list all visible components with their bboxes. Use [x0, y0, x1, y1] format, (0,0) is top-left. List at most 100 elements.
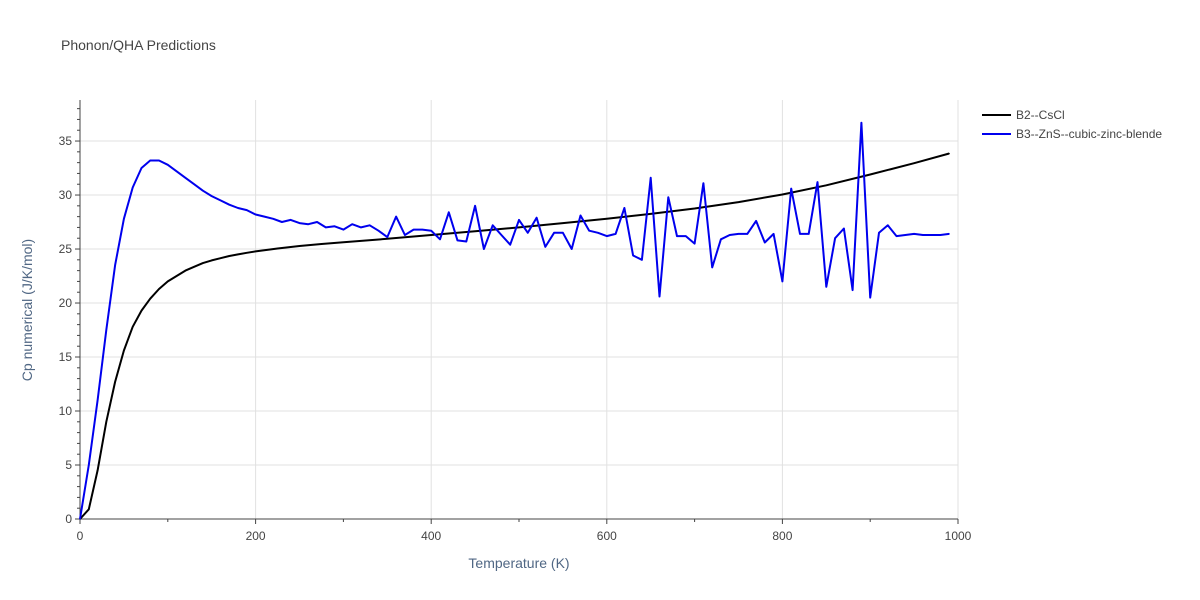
data-point-1 [702, 182, 705, 184]
data-point-0 [255, 250, 257, 252]
data-point-1 [334, 225, 336, 227]
data-point-0 [737, 201, 740, 203]
data-point-0 [948, 152, 950, 155]
data-point-1 [202, 190, 204, 192]
data-point-1 [694, 243, 696, 245]
data-point-0 [202, 262, 204, 264]
data-point-1 [149, 159, 151, 162]
data-point-1 [711, 266, 713, 268]
data-point-1 [913, 233, 915, 235]
data-point-0 [158, 288, 160, 290]
data-point-0 [474, 230, 476, 232]
data-point-1 [298, 222, 301, 224]
data-point-1 [536, 217, 538, 219]
y-tick-label: 25 [59, 242, 73, 256]
data-point-1 [316, 221, 318, 223]
data-point-1 [781, 280, 784, 282]
data-point-1 [246, 209, 248, 211]
data-point-1 [79, 518, 81, 520]
grid [80, 100, 959, 519]
data-point-0 [869, 173, 871, 176]
data-point-0 [132, 326, 134, 328]
data-point-0 [562, 222, 564, 224]
data-point-1 [588, 230, 590, 232]
data-point-1 [456, 239, 459, 241]
data-point-1 [878, 232, 880, 234]
data-point-1 [931, 234, 933, 236]
data-point-1 [922, 234, 924, 236]
data-point-0 [219, 257, 222, 259]
data-point-1 [219, 199, 222, 201]
data-point-1 [737, 233, 740, 235]
data-point-1 [193, 183, 195, 185]
x-tick-label: 1000 [945, 529, 972, 543]
data-point-0 [781, 193, 784, 196]
data-point-1 [272, 218, 274, 220]
data-point-1 [755, 220, 757, 222]
data-point-1 [167, 164, 169, 166]
y-tick-label: 10 [59, 404, 73, 418]
data-point-0 [606, 218, 608, 220]
y-tick-label: 35 [59, 134, 73, 148]
data-point-1 [325, 226, 327, 228]
data-point-1 [404, 234, 406, 236]
data-point-1 [255, 213, 257, 216]
data-point-1 [351, 223, 353, 225]
legend-label-b2: B2--CsCl [1016, 108, 1065, 122]
legend-label-b3: B3--ZnS--cubic-zinc-blende [1016, 127, 1162, 141]
data-point-0 [193, 266, 195, 268]
data-point-1 [773, 233, 775, 235]
data-point-1 [764, 241, 766, 244]
chart-title: Phonon/QHA Predictions [61, 37, 216, 53]
data-point-0 [167, 280, 169, 282]
data-point-1 [377, 230, 380, 232]
data-point-1 [105, 329, 107, 331]
data-point-1 [623, 207, 626, 209]
data-point-1 [395, 216, 397, 218]
y-tick-label: 0 [65, 512, 72, 526]
data-point-1 [895, 235, 898, 237]
legend-item-b2[interactable]: B2--CsCl [982, 108, 1065, 122]
data-point-1 [729, 234, 731, 236]
data-point-0 [825, 184, 827, 186]
y-tick-label: 15 [59, 350, 73, 364]
data-point-1 [307, 223, 309, 225]
data-point-1 [228, 204, 230, 206]
legend[interactable]: B2--CsCl B3--ZnS--cubic-zinc-blende [982, 108, 1162, 141]
data-point-1 [518, 219, 520, 221]
series-line-1 [79, 121, 950, 520]
data-point-1 [386, 236, 388, 238]
data-point-1 [553, 232, 555, 234]
data-point-1 [597, 232, 599, 234]
data-point-1 [562, 232, 564, 234]
data-point-1 [123, 218, 125, 220]
data-point-1 [439, 238, 441, 240]
data-point-1 [843, 227, 845, 230]
x-tick-label: 400 [421, 529, 441, 543]
data-point-0 [149, 298, 151, 300]
data-point-0 [184, 270, 186, 272]
data-point-1 [263, 216, 265, 218]
data-point-1 [97, 399, 99, 401]
data-point-0 [518, 226, 520, 228]
data-point-1 [799, 233, 801, 235]
x-tick-label: 800 [772, 529, 792, 543]
data-point-1 [369, 224, 371, 226]
x-tick-label: 0 [77, 529, 84, 543]
data-point-1 [615, 233, 617, 235]
legend-item-b3[interactable]: B3--ZnS--cubic-zinc-blende [982, 127, 1162, 141]
x-axis-title: Temperature (K) [468, 555, 569, 571]
data-point-1 [211, 195, 213, 197]
y-axis: 0 5 10 15 20 25 30 35 [59, 100, 81, 526]
data-point-1 [685, 235, 687, 237]
data-point-1 [237, 207, 239, 209]
data-point-1 [816, 181, 819, 183]
data-point-0 [298, 245, 301, 247]
data-point-1 [421, 229, 423, 231]
data-point-1 [887, 224, 889, 226]
data-point-0 [342, 241, 344, 243]
data-point-1 [825, 286, 827, 288]
data-point-0 [430, 234, 432, 236]
data-point-1 [132, 186, 134, 189]
